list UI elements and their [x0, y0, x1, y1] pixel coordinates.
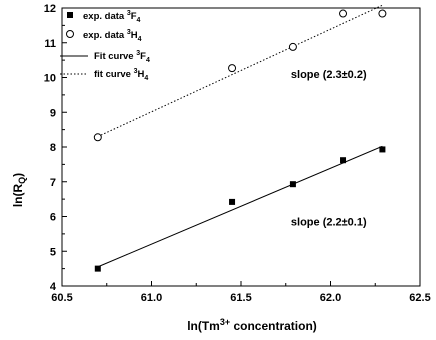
x-tick-label: 61.5 [230, 292, 251, 304]
y-tick-label: 8 [50, 142, 56, 154]
data-point-h4 [378, 9, 387, 18]
x-tick-label: 62.0 [320, 292, 341, 304]
legend-entry-exp-h4: exp. data 3H4 [83, 29, 142, 43]
data-point-h4 [228, 64, 237, 73]
data-point-f4 [379, 146, 386, 153]
x-tick-label: 62.5 [409, 292, 430, 304]
legend-entry-fit-h4: fit curve 3H4 [94, 68, 148, 82]
annotation-slope-h4: slope (2.3±0.2) [291, 69, 367, 81]
y-tick-label: 10 [44, 73, 56, 85]
annotation-slope-f4: slope (2.2±0.1) [291, 217, 367, 229]
legend: exp. data 3F4 exp. data 3H4 Fit curve 3F… [60, 10, 150, 82]
plot-area: 60.5 61.0 61.5 62.0 62.5 4 5 6 7 8 9 10 11 12 slope (2… [44, 3, 431, 304]
data-point-h4 [93, 133, 102, 142]
y-tick-label: 6 [50, 212, 56, 224]
x-tick-label: 60.5 [51, 292, 72, 304]
data-point-f4 [94, 265, 101, 272]
x-tick-label: 61.0 [141, 292, 162, 304]
legend-entry-fit-f4: Fit curve 3F4 [94, 50, 150, 64]
legend-marker-open-circle [66, 30, 74, 38]
y-axis-label: ln(RQ) [11, 173, 27, 207]
legend-entry-exp-f4: exp. data 3F4 [83, 10, 141, 24]
y-tick-label: 5 [50, 246, 56, 258]
plot-frame [61, 7, 421, 287]
data-point-f4 [289, 181, 296, 188]
data-point-h4 [339, 9, 348, 18]
x-axis-label: ln(Tm3+ concentration) [187, 317, 317, 333]
data-point-f4 [229, 198, 236, 205]
y-tick-label: 12 [44, 3, 56, 15]
data-point-h4 [288, 42, 297, 51]
data-point-f4 [340, 157, 347, 164]
y-tick-label: 11 [44, 38, 56, 50]
legend-marker-filled-square [67, 12, 73, 18]
y-tick-label: 4 [50, 281, 57, 293]
y-tick-label: 7 [50, 177, 56, 189]
fit-line-f4 [97, 145, 383, 268]
y-tick-label: 9 [50, 107, 56, 119]
